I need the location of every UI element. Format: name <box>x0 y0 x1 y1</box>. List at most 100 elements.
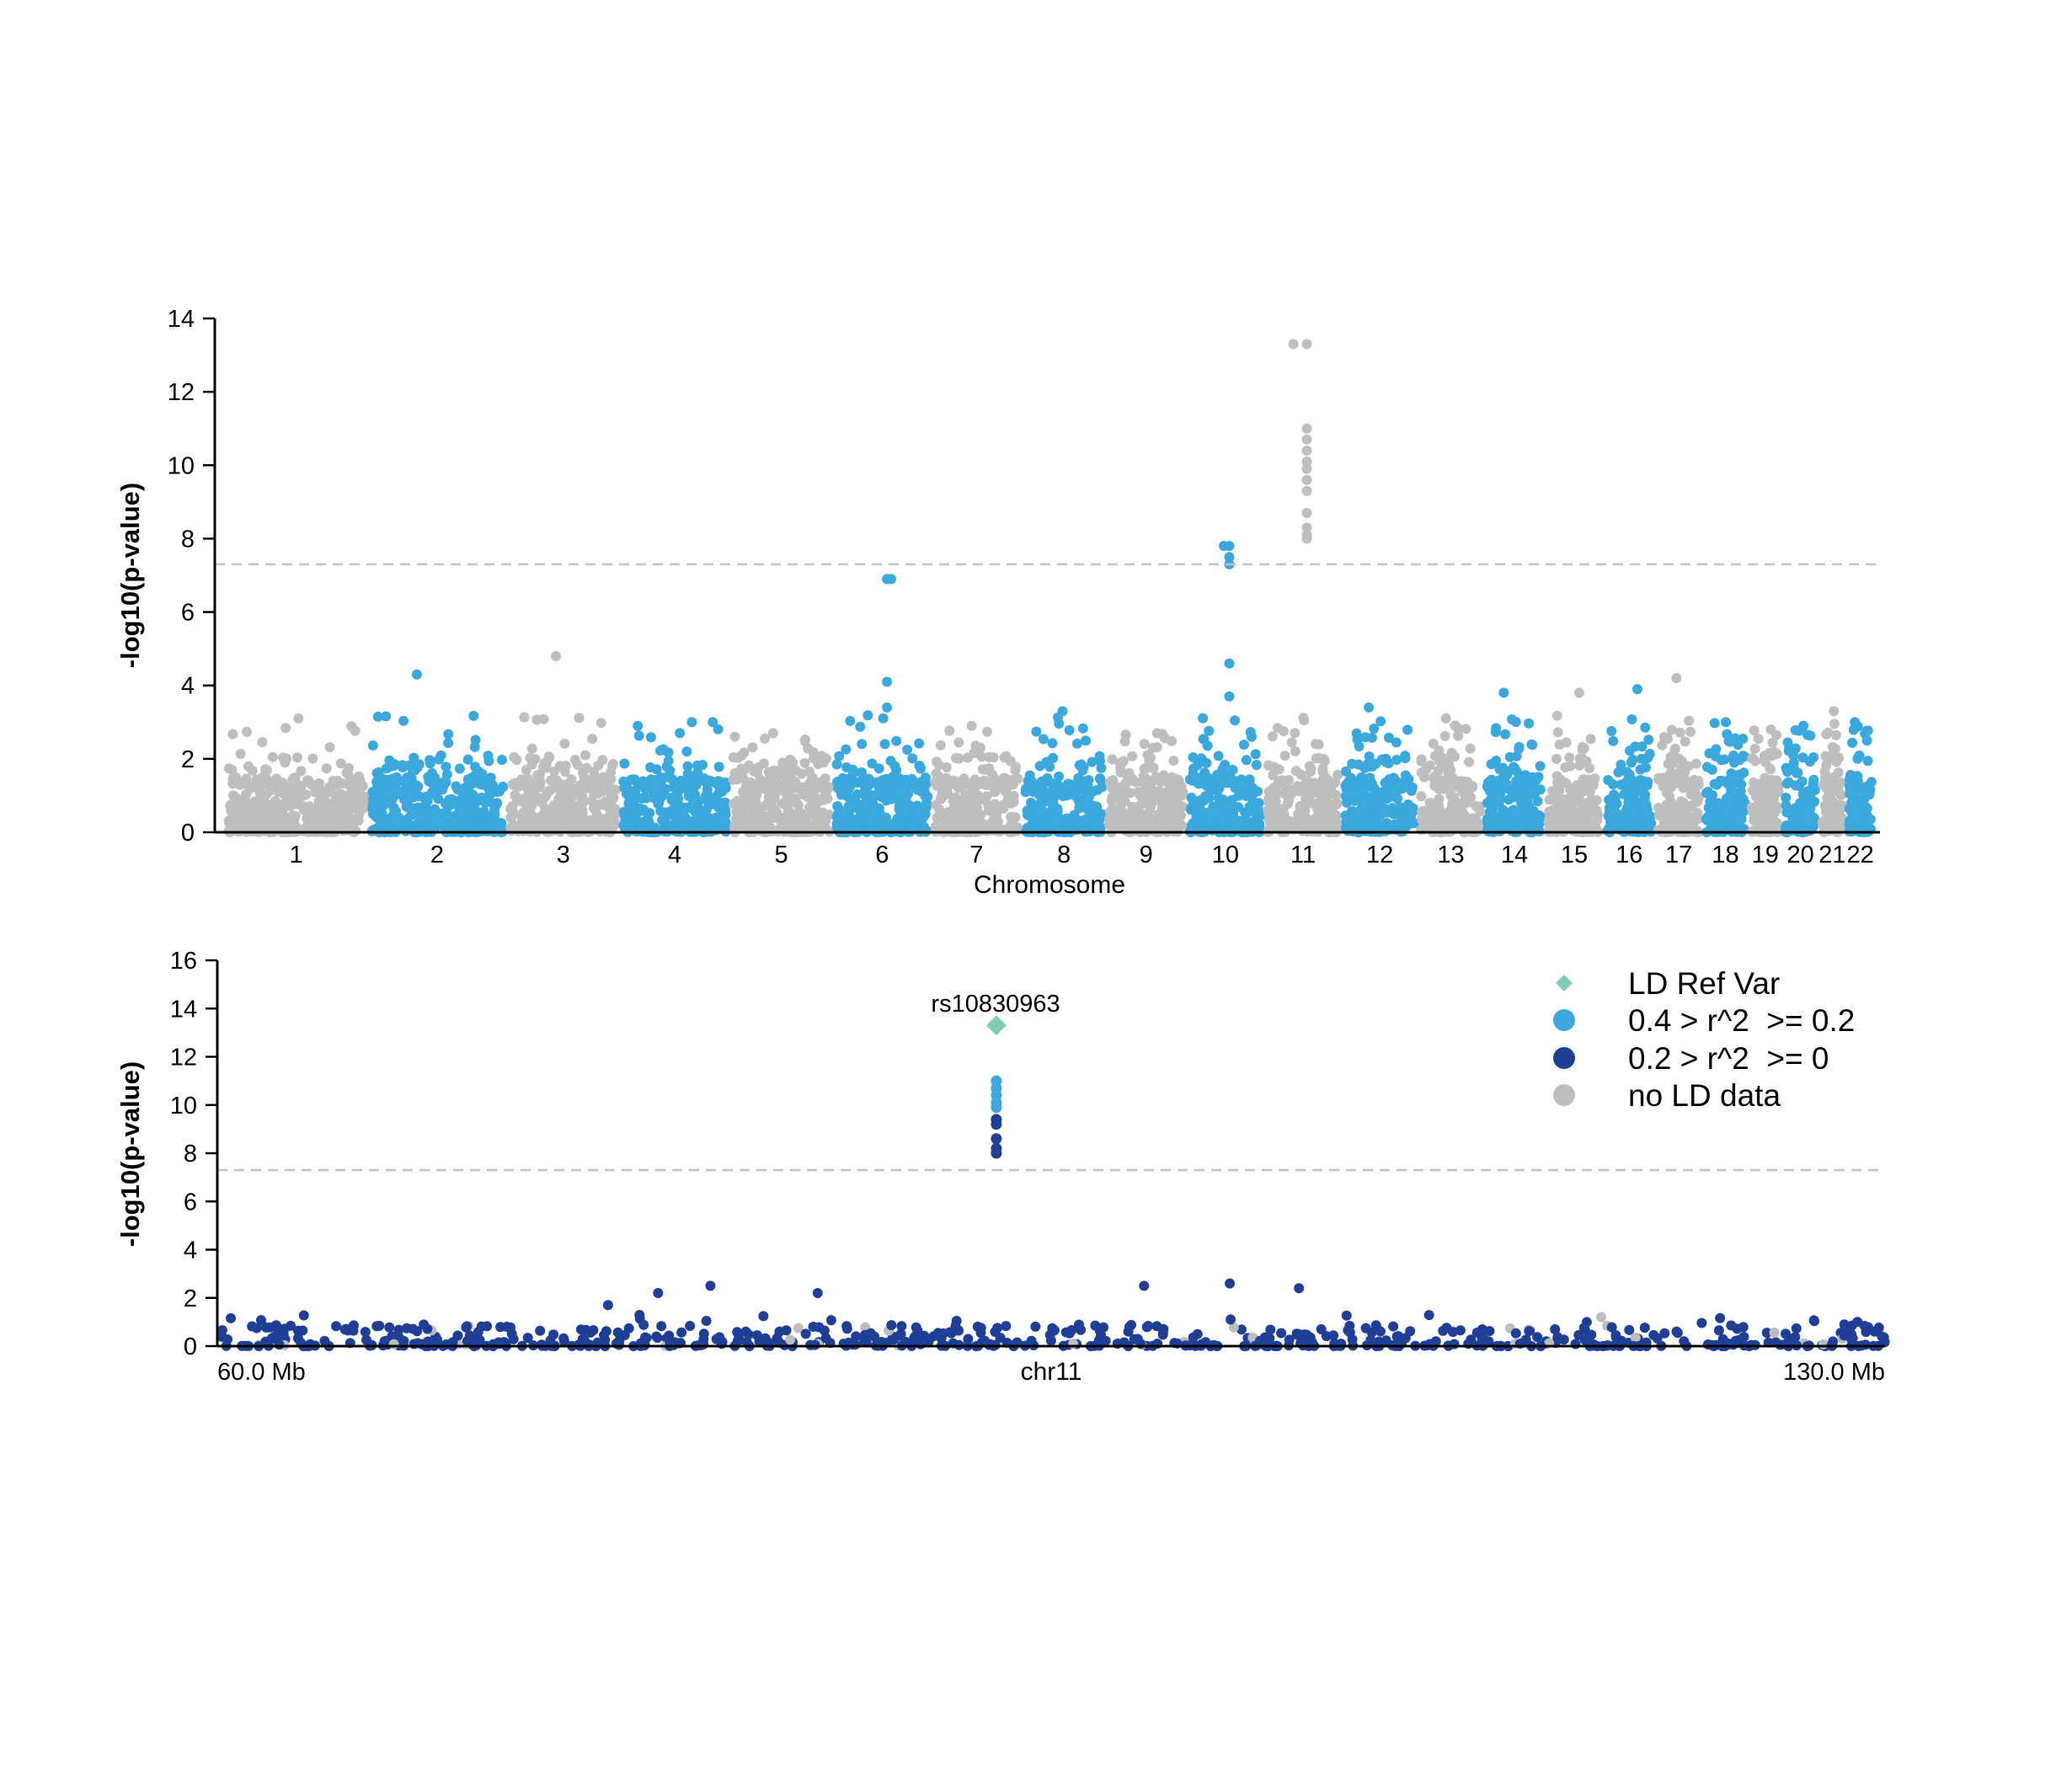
manhattan-x-ticks: 1 2 3 4 5 6 7 8 9 10 11 12 13 14 15 16 17 18 19 20 21 22 <box>290 842 1874 868</box>
snp-point <box>468 710 479 721</box>
snp-point <box>1519 797 1530 808</box>
regional-snp-point <box>1226 1314 1236 1325</box>
snp-point <box>1439 730 1450 741</box>
snp-point <box>521 776 532 787</box>
snp-point <box>976 794 987 805</box>
chromosome-tick-label: 4 <box>668 842 681 868</box>
snp-point <box>1530 788 1541 799</box>
chromosome-11-points <box>1263 339 1343 837</box>
snp-point <box>891 765 902 776</box>
snp-point <box>538 713 549 724</box>
chromosome-top-point <box>411 669 422 680</box>
snp-point <box>1663 734 1673 744</box>
snp-point <box>1272 788 1283 799</box>
chromosome-tick-label: 22 <box>1847 842 1874 868</box>
snp-point <box>1416 791 1427 802</box>
y-tick-label: 10 <box>168 452 195 479</box>
snp-point <box>1704 748 1715 759</box>
snp-point <box>510 790 521 801</box>
snp-point <box>1078 762 1089 772</box>
snp-point <box>574 780 585 791</box>
snp-point <box>1507 714 1517 724</box>
snp-point <box>670 809 681 820</box>
regional-snp-point <box>298 1310 309 1321</box>
snp-point <box>1519 770 1530 781</box>
peak-snp-point <box>1224 691 1235 702</box>
snp-point <box>414 791 425 802</box>
peak-snp-point <box>1301 474 1312 485</box>
peak-snp-point <box>1224 541 1235 552</box>
snp-point <box>486 818 496 828</box>
snp-point <box>314 778 325 788</box>
snp-point <box>1852 753 1863 764</box>
snp-point <box>1749 725 1760 736</box>
snp-point <box>668 782 679 793</box>
snp-point <box>676 775 686 786</box>
snp-point <box>1387 786 1398 797</box>
snp-point <box>511 755 522 765</box>
snp-point <box>1047 738 1058 749</box>
snp-point <box>1034 761 1045 772</box>
snp-point <box>1186 793 1197 803</box>
snp-point <box>544 752 555 763</box>
snp-point <box>328 776 339 787</box>
snp-point <box>1629 821 1640 832</box>
snp-point <box>1433 766 1444 777</box>
snp-point <box>1252 786 1263 797</box>
peak-snp-point <box>1301 434 1312 445</box>
chromosome-4-points <box>618 717 731 837</box>
snp-point <box>1038 734 1049 745</box>
snp-point <box>831 759 842 770</box>
snp-point <box>633 730 644 741</box>
snp-point <box>731 772 741 783</box>
snp-point <box>1349 795 1359 806</box>
chromosome-top-point <box>1573 687 1584 698</box>
snp-point <box>1430 821 1441 832</box>
snp-point <box>660 825 671 836</box>
snp-point <box>1509 762 1519 773</box>
snp-point <box>1447 772 1458 783</box>
snp-point <box>1064 724 1075 735</box>
snp-point <box>1850 825 1861 836</box>
snp-point <box>944 725 955 736</box>
snp-point <box>1275 777 1286 788</box>
snp-point <box>846 778 857 789</box>
snp-point <box>1202 740 1213 751</box>
snp-point <box>595 718 606 729</box>
snp-point <box>1354 811 1365 822</box>
snp-point <box>425 815 435 826</box>
regional-snp-point <box>331 1321 342 1332</box>
snp-point <box>795 808 806 818</box>
snp-point <box>1264 795 1274 805</box>
snp-point <box>1783 821 1794 832</box>
snp-point <box>643 810 654 820</box>
snp-point <box>1792 767 1803 778</box>
snp-point <box>868 799 878 810</box>
snp-point <box>435 750 446 761</box>
regional-snp-point <box>226 1312 236 1323</box>
snp-point <box>666 793 677 803</box>
snp-point <box>606 767 617 778</box>
snp-point <box>1551 710 1562 721</box>
snp-point <box>1317 815 1328 826</box>
snp-point <box>324 742 335 752</box>
snp-point <box>948 775 959 786</box>
snp-point <box>539 820 550 831</box>
chromosome-top-point <box>1671 673 1682 683</box>
snp-point <box>744 760 755 771</box>
snp-point <box>1253 820 1263 831</box>
snp-point <box>1264 811 1275 822</box>
snp-point <box>1833 767 1844 778</box>
snp-point <box>1690 758 1701 769</box>
snp-point <box>506 812 517 823</box>
snp-point <box>1069 810 1080 820</box>
snp-point <box>1736 779 1747 790</box>
snp-point <box>788 757 798 768</box>
snp-point <box>1635 799 1646 810</box>
snp-point <box>1679 736 1690 747</box>
snp-point <box>549 812 560 823</box>
snp-point <box>1033 780 1044 790</box>
manhattan-points <box>223 339 1877 837</box>
